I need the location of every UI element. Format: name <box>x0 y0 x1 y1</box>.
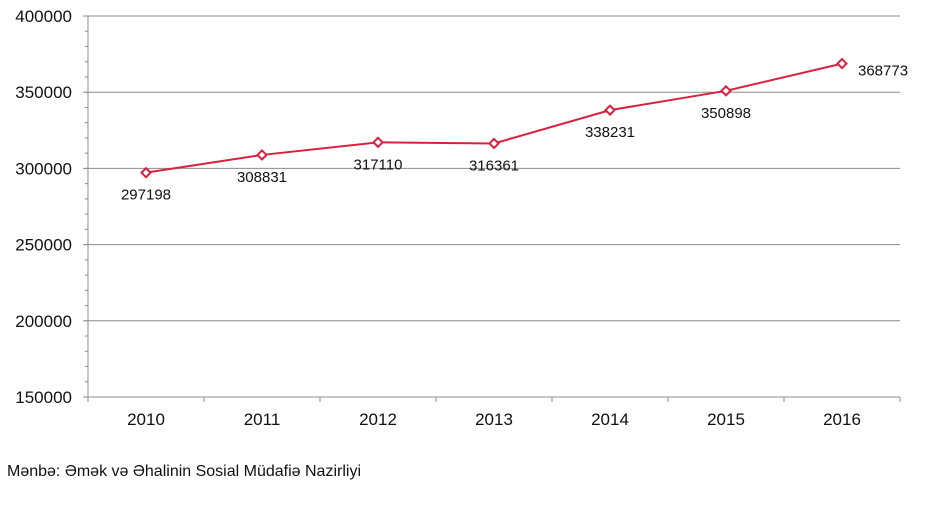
x-tick-label-2012: 2012 <box>359 410 397 429</box>
y-tick-label: 300000 <box>15 159 72 178</box>
data-point-2010 <box>140 166 152 179</box>
data-labels: 297198 308831 317110 316361 338231 350898 3687… <box>121 63 908 204</box>
y-tick-label: 200000 <box>15 312 72 331</box>
source-note: Mənbə: Əmək və Əhalinin Sosial Müdafiə N… <box>7 463 361 480</box>
data-point-2011 <box>256 149 268 161</box>
data-point-2013 <box>488 137 500 150</box>
y-tick-label: 350000 <box>15 83 72 102</box>
axes <box>83 15 901 402</box>
x-tick-label-2010: 2010 <box>127 410 165 429</box>
x-tick-label-2011: 2011 <box>244 410 281 429</box>
x-tick-label-2016: 2016 <box>823 410 861 429</box>
data-label-2016: 368773 <box>858 63 908 80</box>
data-point-2012 <box>372 136 384 149</box>
data-label-2015: 350898 <box>701 105 751 122</box>
data-label-2011: 308831 <box>237 169 287 186</box>
y-tick-label: 400000 <box>15 7 72 26</box>
gridlines <box>88 15 900 322</box>
y-axis-tick-labels: 150000 200000 250000 300000 350000 400000 <box>15 7 72 407</box>
x-tick-label-2013: 2013 <box>475 410 513 429</box>
data-label-2013: 316361 <box>469 157 519 174</box>
x-axis-tick-labels: 2010 2011 2012 2013 2014 2015 2016 <box>127 410 861 429</box>
data-point-2015 <box>720 84 732 97</box>
data-label-2010: 297198 <box>121 187 171 204</box>
series-line <box>140 57 848 179</box>
data-label-2014: 338231 <box>585 124 635 141</box>
y-tick-label: 250000 <box>15 236 72 255</box>
x-tick-label-2015: 2015 <box>707 410 745 429</box>
data-point-2016 <box>836 57 848 70</box>
x-tick-label-2014: 2014 <box>591 410 629 429</box>
line-chart: 150000 200000 250000 300000 350000 400000 201… <box>15 7 908 429</box>
y-tick-label: 150000 <box>15 388 72 407</box>
data-point-2014 <box>604 104 616 117</box>
data-label-2012: 317110 <box>354 156 403 173</box>
